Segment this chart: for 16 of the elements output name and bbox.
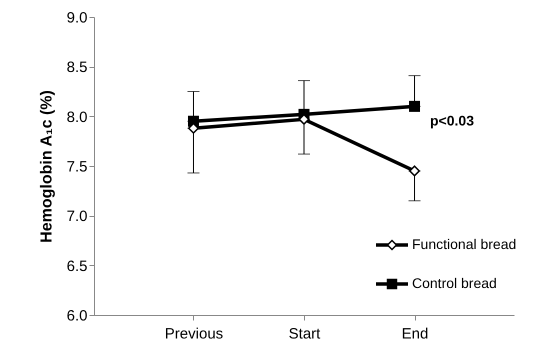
x-tick-label: Start	[288, 326, 322, 342]
y-tick-label: 9.0	[66, 10, 88, 26]
y-tick-label: 8.0	[66, 108, 88, 126]
y-tick-label: 7.5	[66, 158, 88, 176]
x-tick-label: Previous	[164, 326, 224, 342]
point	[409, 100, 420, 112]
annotation: p<0.03	[430, 112, 474, 128]
y-tick-label: 8.5	[66, 59, 88, 76]
y-tick-label: 7.0	[66, 208, 88, 226]
y-axis-title: Hemoglobin A₁c (%)	[38, 90, 56, 243]
x-tick-label: End	[402, 326, 428, 342]
y-tick-label: 6.5	[66, 258, 88, 275]
y-tick-label: 6.0	[66, 308, 88, 324]
legend-label: Control bread	[412, 275, 497, 291]
legend-label: Functional bread	[412, 236, 516, 252]
point	[409, 165, 420, 176]
